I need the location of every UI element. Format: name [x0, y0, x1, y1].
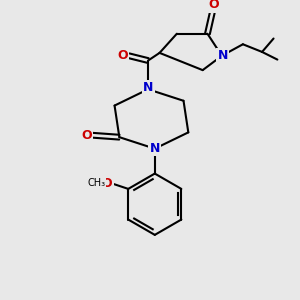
Text: O: O	[102, 177, 112, 190]
Text: O: O	[82, 129, 92, 142]
Text: CH₃: CH₃	[88, 178, 106, 188]
Text: N: N	[218, 49, 228, 62]
Text: N: N	[143, 81, 153, 94]
Text: O: O	[208, 0, 218, 11]
Text: O: O	[117, 49, 128, 62]
Text: N: N	[150, 142, 160, 155]
